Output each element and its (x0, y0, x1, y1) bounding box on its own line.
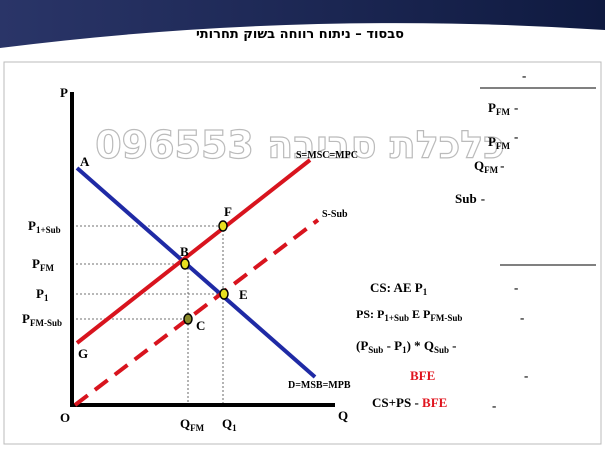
text-part: 1 (423, 287, 428, 297)
note: PS: P1+Sub E PFM-Sub (356, 307, 462, 323)
text-part: CS+PS - (372, 395, 422, 410)
points (180, 220, 229, 325)
header-curve (0, 23, 605, 63)
note: Sub - (455, 191, 485, 206)
price-label: P1 (36, 286, 49, 303)
text-part: Q (180, 416, 190, 431)
text-part: P (22, 311, 30, 326)
text-part: E P (409, 307, 430, 321)
point-label: F (224, 204, 232, 219)
text-part: 1 (44, 293, 49, 303)
axis-label: Q (338, 408, 348, 423)
text-part: ) * Q (407, 338, 434, 353)
guides (72, 225, 224, 405)
text-part: FM (496, 107, 510, 117)
price-label: PFM-Sub (22, 311, 62, 328)
text-part: P (36, 286, 44, 301)
watermark: 096553 כלכלת סביבה (95, 123, 505, 167)
text-part: P (488, 100, 496, 115)
text-part: 1 (232, 423, 237, 433)
text-part: P (32, 256, 40, 271)
supply-curve (75, 158, 312, 345)
text-part: - P (383, 338, 402, 353)
note: PFM- (488, 129, 518, 151)
text-part: FM (484, 165, 498, 175)
note: PFM- (488, 100, 518, 117)
text-part: 1+Sub (384, 313, 409, 323)
quantity-label: Q1 (222, 416, 237, 433)
point-label: E (239, 287, 248, 302)
text-part: - (481, 191, 485, 206)
frame (3, 61, 602, 445)
note: BFE (410, 368, 435, 383)
quantity-label: QFM (180, 416, 205, 433)
text-part: BFE (422, 395, 447, 410)
curve-label: D=MSB=MPB (288, 380, 351, 391)
curve-label: S-Sub (322, 209, 348, 220)
text-part: - (500, 158, 504, 173)
text-part: FM-Sub (30, 318, 62, 328)
text-part: Q (222, 416, 232, 431)
point-label: B (180, 244, 189, 259)
demand-curve (75, 166, 317, 379)
text-part: FM (190, 423, 204, 433)
text-part: Sub (455, 191, 477, 206)
note: CS+PS - BFE (372, 395, 447, 410)
text-part: P (28, 218, 36, 233)
text-part: - (514, 129, 518, 144)
text-part: FM-Sub (430, 313, 462, 323)
text-part: PS: P (356, 307, 384, 321)
note: - (522, 68, 526, 83)
text-part: FM (496, 141, 510, 151)
text-part: - (514, 100, 518, 115)
text-part: (P (356, 338, 368, 353)
note: QFM - (474, 158, 504, 175)
price-label: P1+Sub (28, 218, 61, 235)
text-part: CS: AE P (370, 280, 423, 295)
note: - (492, 398, 496, 413)
note: - (514, 280, 518, 295)
axis-label: P (60, 85, 68, 100)
text-part: P (488, 134, 496, 149)
text-part: FM (40, 263, 54, 273)
price-label: PFM (32, 256, 54, 273)
text-part: Sub (434, 345, 449, 355)
text-part: Sub (368, 345, 383, 355)
curve-label: S=MSC=MPC (296, 150, 358, 161)
point-label: G (78, 346, 88, 361)
subsidized-supply (73, 218, 320, 407)
note: CS: AE P1 (370, 280, 428, 297)
note: (PSub - P1) * QSub - (356, 338, 456, 355)
note: - (520, 310, 524, 325)
title: סבסוד – ניתוח רווחה בשוק תחרותי (196, 27, 404, 42)
axis-label: O (60, 410, 70, 425)
note: - (524, 368, 528, 383)
text-part: 1+Sub (36, 225, 61, 235)
point-label: C (196, 318, 205, 333)
text-part: 1 (402, 345, 407, 355)
text-part: - (452, 338, 456, 353)
text-part: Q (474, 158, 484, 173)
point-label: A (80, 154, 90, 169)
